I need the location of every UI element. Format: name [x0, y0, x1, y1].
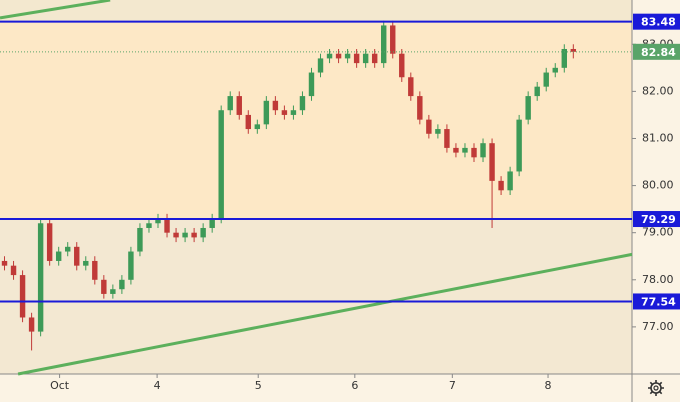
candle-body — [326, 53, 333, 59]
candle-body — [507, 171, 513, 191]
candle-body — [119, 279, 125, 290]
candle-body — [516, 119, 522, 172]
candle-body — [155, 218, 161, 224]
candle-body — [236, 96, 242, 115]
candle-body — [37, 223, 44, 332]
candle-body — [281, 110, 288, 115]
candle-body — [453, 147, 459, 153]
candle-body — [182, 232, 188, 238]
candle-body — [362, 53, 369, 64]
candle-body — [435, 129, 441, 134]
trendline — [0, 0, 111, 20]
candle-body — [164, 218, 170, 233]
level-label: 83.48 — [641, 16, 676, 29]
candle-body — [417, 96, 423, 120]
candle-body — [381, 25, 387, 64]
y-tick-label: 82.00 — [642, 84, 674, 97]
candle-body — [390, 25, 396, 54]
candle-body — [344, 53, 351, 59]
candle-body — [462, 147, 468, 153]
candle-body — [471, 147, 477, 158]
gear-hub — [653, 385, 659, 391]
candle-body — [173, 232, 179, 238]
x-tick-label: 4 — [154, 379, 161, 392]
y-tick-label: 81.00 — [642, 131, 674, 144]
candle-body — [371, 53, 378, 64]
settings-gear[interactable] — [648, 380, 664, 396]
candle-body — [263, 100, 270, 125]
trendline — [17, 252, 633, 376]
candle-body — [245, 114, 251, 130]
candle-body — [525, 96, 531, 120]
candle-body — [552, 67, 558, 73]
candle-body — [444, 129, 450, 148]
x-tick-label: 8 — [545, 379, 552, 392]
level-label-box — [633, 293, 680, 310]
price-axis-panel — [632, 0, 680, 402]
time-axis-panel — [0, 374, 632, 402]
level-label-box — [633, 211, 680, 228]
last-price-box — [633, 43, 680, 60]
candle-body — [353, 53, 360, 64]
candle-body — [543, 72, 549, 87]
candle-body — [335, 53, 342, 59]
candle-body — [561, 48, 567, 68]
candle-body — [28, 317, 35, 332]
x-tick-label: Oct — [50, 379, 70, 392]
candle-body — [10, 265, 17, 276]
candle-body — [227, 96, 233, 111]
candle-body — [92, 260, 98, 280]
candle-body — [200, 227, 206, 238]
x-tick-label: 6 — [351, 379, 358, 392]
level-label: 79.29 — [641, 213, 676, 226]
candle-body — [317, 58, 324, 73]
last-price-label: 82.84 — [641, 46, 676, 59]
candle-body — [128, 251, 134, 280]
candle-body — [209, 218, 215, 228]
gear-teeth — [648, 380, 664, 396]
y-tick-label: 77.00 — [642, 320, 674, 333]
candle-body — [110, 289, 116, 294]
x-tick-label: 5 — [255, 379, 262, 392]
candle-body — [408, 77, 414, 97]
candle-body — [399, 53, 405, 78]
candle-body — [191, 232, 197, 238]
candle-body — [480, 143, 486, 158]
background-zone — [0, 0, 632, 22]
candle-body — [534, 86, 540, 97]
y-tick-label: 80.00 — [642, 179, 674, 192]
candle-body — [426, 119, 432, 134]
candle-body — [308, 72, 315, 97]
candle-body — [46, 223, 53, 261]
candle-body — [218, 110, 224, 219]
candle-body — [55, 251, 62, 261]
candle-body — [19, 275, 26, 318]
candle-body — [137, 227, 143, 252]
candle-body — [1, 260, 8, 266]
y-tick-label: 79.00 — [642, 226, 674, 239]
background-zone — [0, 21, 632, 220]
candle-body — [83, 260, 89, 266]
candle-body — [101, 279, 107, 294]
candle-body — [570, 48, 577, 52]
candle-body — [65, 246, 71, 252]
level-label: 77.54 — [641, 295, 676, 308]
background-zone — [0, 219, 632, 374]
candle-body — [254, 124, 261, 130]
candle-body — [74, 246, 80, 266]
candle-body — [272, 100, 279, 111]
level-label-box — [633, 13, 680, 30]
candle-body — [498, 180, 504, 191]
candle-body — [146, 223, 152, 228]
candle-body — [489, 143, 495, 181]
candle-body — [290, 110, 297, 115]
candle-body — [299, 96, 306, 111]
y-tick-label: 78.00 — [642, 273, 674, 286]
x-tick-label: 7 — [449, 379, 456, 392]
